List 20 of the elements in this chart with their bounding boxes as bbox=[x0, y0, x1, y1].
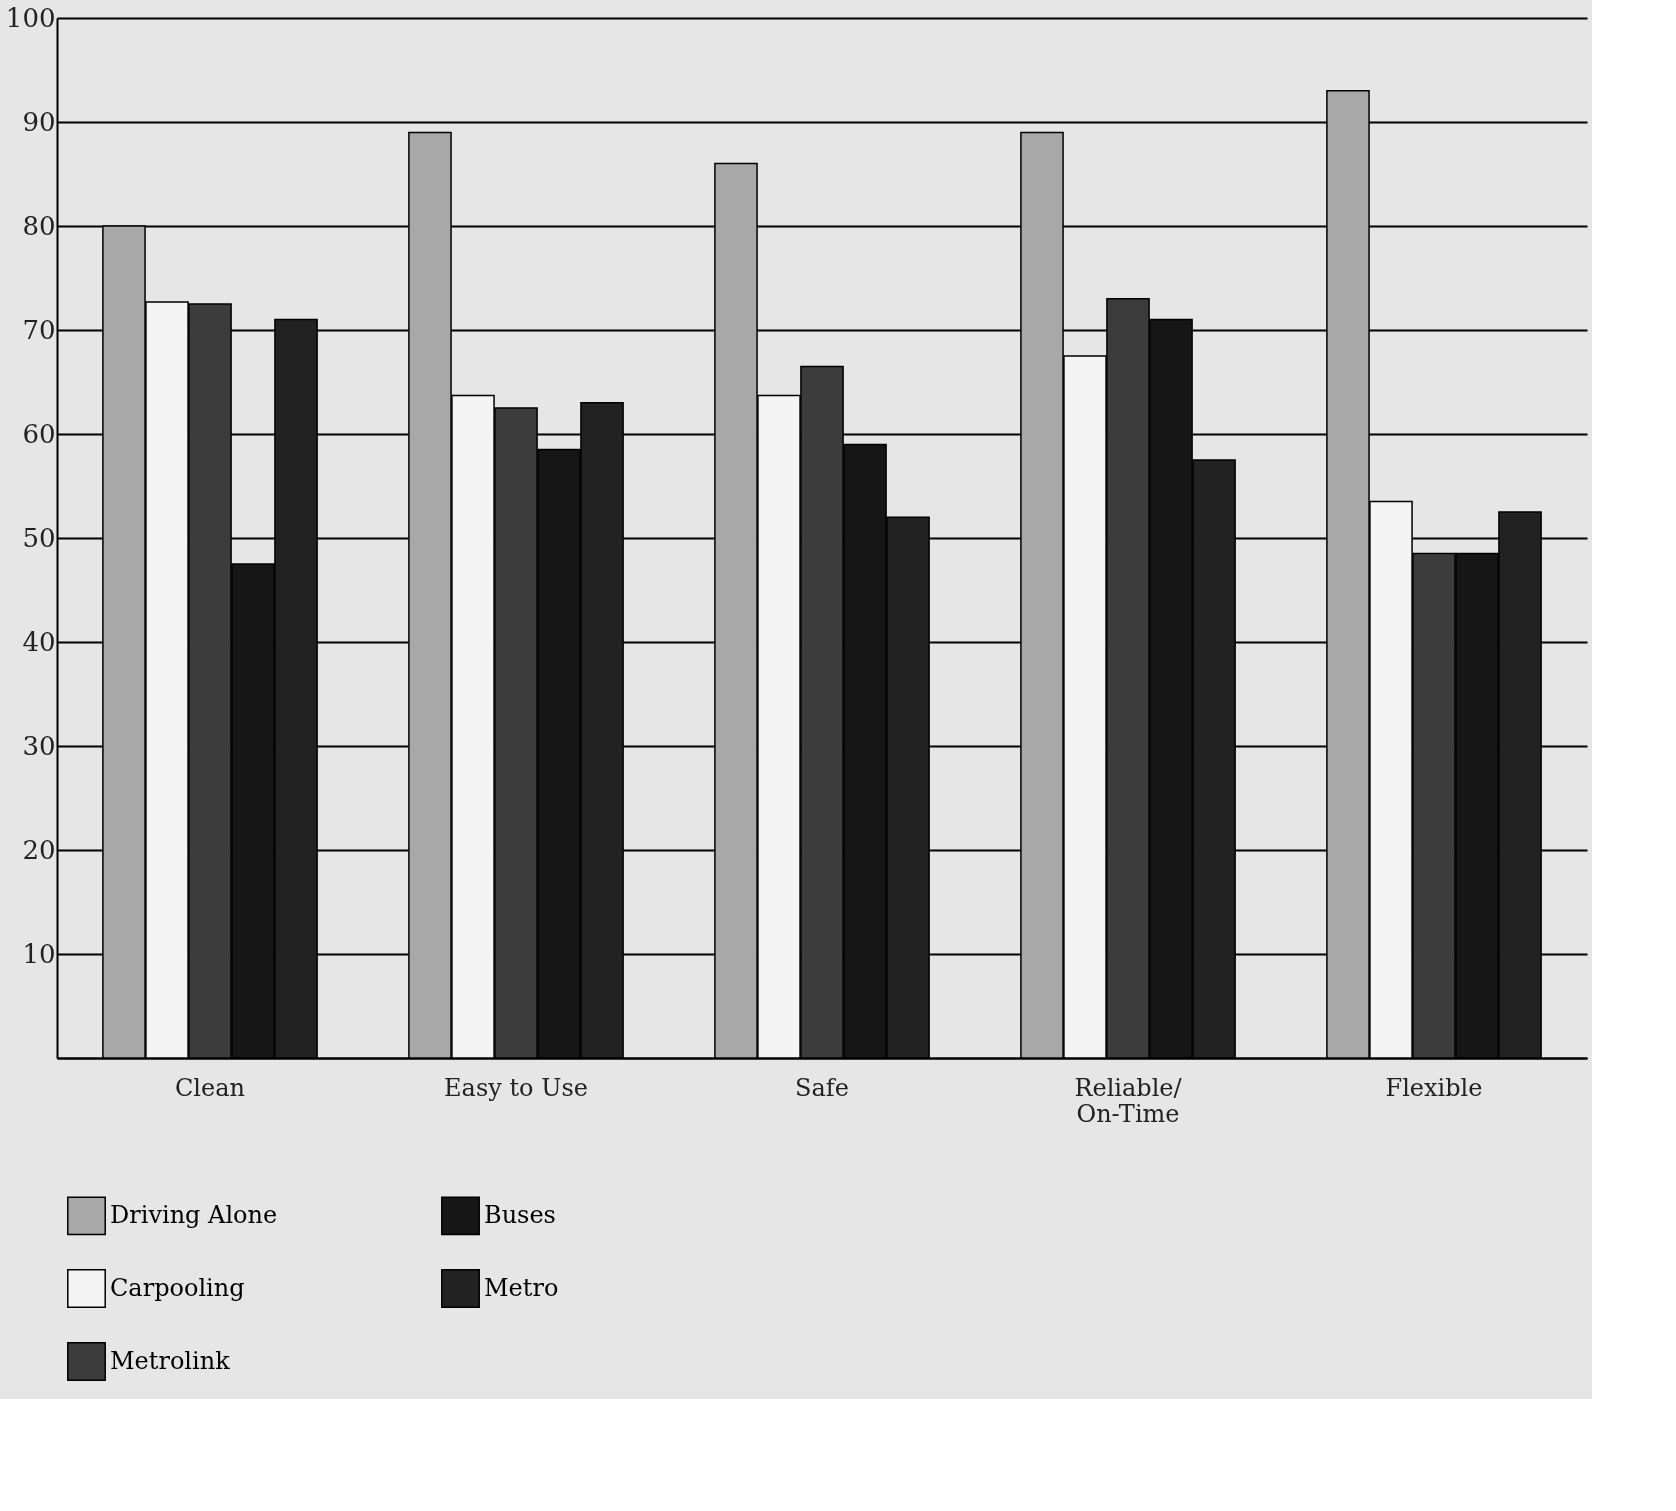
legend-label: Carpooling bbox=[110, 1273, 245, 1302]
legend-label: Driving Alone bbox=[110, 1200, 278, 1229]
y-tick-label: 40 bbox=[22, 626, 56, 657]
y-tick-label: 10 bbox=[22, 938, 56, 969]
x-tick-label: Easy to Use bbox=[444, 1073, 588, 1102]
y-tick-label: 20 bbox=[22, 834, 56, 865]
y-tick-label: 50 bbox=[22, 522, 56, 553]
legend-label: Metro bbox=[484, 1273, 559, 1302]
legend-label: Metrolink bbox=[110, 1346, 231, 1375]
x-tick-label: Safe bbox=[795, 1073, 849, 1102]
legend-label: Buses bbox=[484, 1200, 556, 1229]
y-tick-label: 90 bbox=[22, 106, 56, 137]
y-tick-label: 30 bbox=[22, 730, 56, 761]
x-tick-label: Reliable/ On-Time bbox=[1074, 1073, 1183, 1128]
y-tick-label: 80 bbox=[22, 210, 56, 241]
x-tick-label: Flexible bbox=[1385, 1073, 1483, 1102]
y-tick-label: 70 bbox=[22, 314, 56, 345]
x-tick-label: Clean bbox=[174, 1073, 246, 1102]
y-tick-label: 60 bbox=[22, 418, 56, 449]
y-tick-label: 100 bbox=[5, 2, 56, 33]
